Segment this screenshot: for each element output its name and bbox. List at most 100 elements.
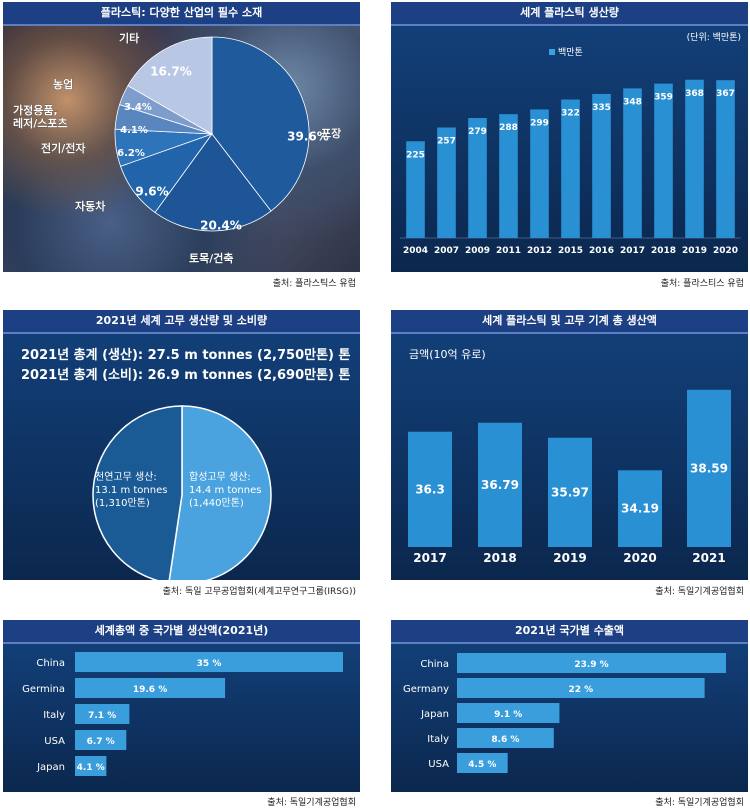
bar [408, 431, 452, 547]
bar-value-label: 35.97 [551, 485, 589, 499]
source-note: 출처: 독일기계공업협회 [267, 798, 356, 808]
x-tick-label: 2012 [527, 246, 552, 256]
bar-value-label: 225 [406, 150, 425, 160]
machinery-bar-chart: 36.3 2017 36.79 2018 35.97 2019 34.19 2020 38.59… [408, 389, 731, 565]
bar [468, 118, 487, 238]
slice-category-label: 토목/건축 [189, 251, 234, 265]
bar-value-label: 35 % [197, 659, 222, 669]
slice-value-label: 4.1% [120, 125, 148, 136]
bar [457, 728, 554, 748]
bar [592, 93, 611, 238]
pie-slice [127, 36, 213, 135]
bar-value-label: 36.3 [415, 482, 445, 496]
slice-category-label: 농업 [53, 78, 73, 91]
x-tick-label: 2004 [403, 246, 428, 256]
bar-value-label: 367 [716, 89, 735, 99]
slice-value-label: 20.4% [200, 219, 242, 233]
panel-title: 세계 플라스틱 생산량 [391, 2, 748, 26]
panel-title: 세계 플라스틱 및 고무 기계 총 생산액 [391, 310, 748, 334]
bar-value-label: 288 [499, 123, 518, 133]
bar-value-label: 4.5 % [468, 760, 496, 770]
bar-value-label: 36.79 [481, 478, 519, 492]
source-note: 출처: 독일 고무공업협회(세계고무연구그룹(IRSG)) [162, 587, 356, 597]
bar [75, 704, 130, 724]
panel-body: (단위: 백만톤) 백만톤 225 2004 257 2007 279 2009 288 2011… [391, 26, 748, 272]
bar [478, 422, 522, 547]
panel-country-export: 2021년 국가별 수출액 China 23.9 % Germany 22 % Japa… [391, 620, 748, 809]
panel-body: China 23.9 % Germany 22 % Japan 9.1 % Italy 8.6… [391, 644, 748, 792]
bar [75, 730, 127, 750]
slice-value-label: 39.6% [287, 130, 329, 144]
x-tick-label: 2019 [553, 551, 586, 565]
bar [561, 99, 580, 238]
bar-value-label: 22 % [568, 685, 593, 695]
bar-value-label: 19.6 % [133, 685, 167, 695]
country-production-bar-chart: China 35 % Germina 19.6 % Italy 7.1 % USA 6.7 %… [22, 652, 343, 776]
bar [437, 127, 456, 238]
x-tick-label: 2020 [623, 551, 656, 565]
slice-value-label: 3.4% [124, 102, 152, 113]
bar-value-label: 368 [685, 89, 704, 99]
bar-value-label: 335 [592, 103, 611, 113]
slice-value-label: 16.7% [150, 65, 192, 79]
panel-title: 2021년 국가별 수출액 [391, 620, 748, 644]
category-label: Germina [22, 684, 65, 695]
bar [530, 109, 549, 239]
bar-value-label: 359 [654, 93, 673, 103]
category-label: China [36, 658, 65, 669]
panel-body: 금액(10억 유로) 36.3 2017 36.79 2018 35.97 2019 34.… [391, 334, 748, 580]
bar-value-label: 299 [530, 118, 549, 128]
pie-slice [154, 133, 272, 232]
slice-category-label: 포장 [321, 126, 341, 140]
x-tick-label: 2017 [413, 551, 446, 565]
bar-value-label: 23.9 % [574, 660, 608, 670]
category-label: USA [428, 759, 449, 770]
bar [457, 703, 560, 723]
slice-label: 합성고무 생산: 14.4 m tonnes (1,440만톤) [189, 471, 261, 509]
category-label: Germany [403, 684, 449, 695]
legend-swatch [549, 49, 555, 55]
plastic-usage-pie-chart: 39.6%포장 20.4% 토목/건축 9.6% 자동차 6.2% 전기/전자 4.1% 가정용… [13, 31, 342, 265]
total-consumption: 2021년 총계 (소비): 26.9 m tonnes (2,690만톤) 톤 [21, 368, 351, 383]
bar [654, 83, 673, 238]
bar-value-label: 6.7 % [87, 737, 115, 747]
bar [623, 88, 642, 238]
x-tick-label: 2007 [434, 246, 459, 256]
bar [499, 114, 518, 238]
bar [548, 437, 592, 547]
bar [687, 389, 731, 547]
axis-note: 금액(10억 유로) [409, 348, 486, 361]
x-tick-label: 2009 [465, 246, 490, 256]
panel-rubber: 2021년 세계 고무 생산량 및 소비량 2021년 총계 (생산): 27.… [3, 310, 360, 600]
bar [716, 80, 735, 238]
source-note: 출처: 독일기계공업협회 [655, 587, 744, 597]
x-tick-label: 2019 [682, 246, 707, 256]
bar [75, 756, 107, 776]
pie-slice [168, 405, 272, 580]
bar [685, 79, 704, 238]
legend-label: 백만톤 [558, 47, 583, 58]
total-production: 2021년 총계 (생산): 27.5 m tonnes (2,750만톤) 톤 [21, 348, 351, 363]
x-tick-label: 2018 [651, 246, 676, 256]
bar-value-label: 348 [623, 97, 642, 107]
slice-value-label: 6.2% [117, 148, 145, 159]
panel-plastic-usage: 플라스틱: 다양한 산업의 필수 소재 39.6% 포장 20.4% 토목/건축 9.6… [3, 2, 360, 292]
panel-machinery-production: 세계 플라스틱 및 고무 기계 총 생산액 금액(10억 유로) 36.3 201… [391, 310, 748, 600]
x-tick-label: 2011 [496, 246, 521, 256]
pie-slice [92, 405, 183, 580]
x-tick-label: 2017 [620, 246, 645, 256]
source-note: 출처: 독일기계공업협회 [655, 798, 744, 808]
category-label: Japan [36, 762, 65, 773]
bar-value-label: 8.6 % [491, 735, 519, 745]
rubber-pie-chart: 합성고무 생산: 14.4 m tonnes (1,440만톤) 천연고무 생산: 13… [92, 405, 272, 580]
x-tick-label: 2021 [692, 551, 725, 565]
panel-body: China 35 % Germina 19.6 % Italy 7.1 % USA 6.7 %… [3, 644, 360, 792]
slice-category-label: 자동차 [75, 199, 106, 213]
pie-slice [211, 36, 310, 212]
unit-label: (단위: 백만톤) [687, 32, 741, 43]
bar [406, 141, 425, 238]
panel-title: 2021년 세계 고무 생산량 및 소비량 [3, 310, 360, 334]
panel-country-production: 세계총액 중 국가별 생산액(2021년) China 35 % Germina 19… [3, 620, 360, 809]
category-label: Japan [420, 709, 449, 720]
bar [75, 652, 343, 672]
